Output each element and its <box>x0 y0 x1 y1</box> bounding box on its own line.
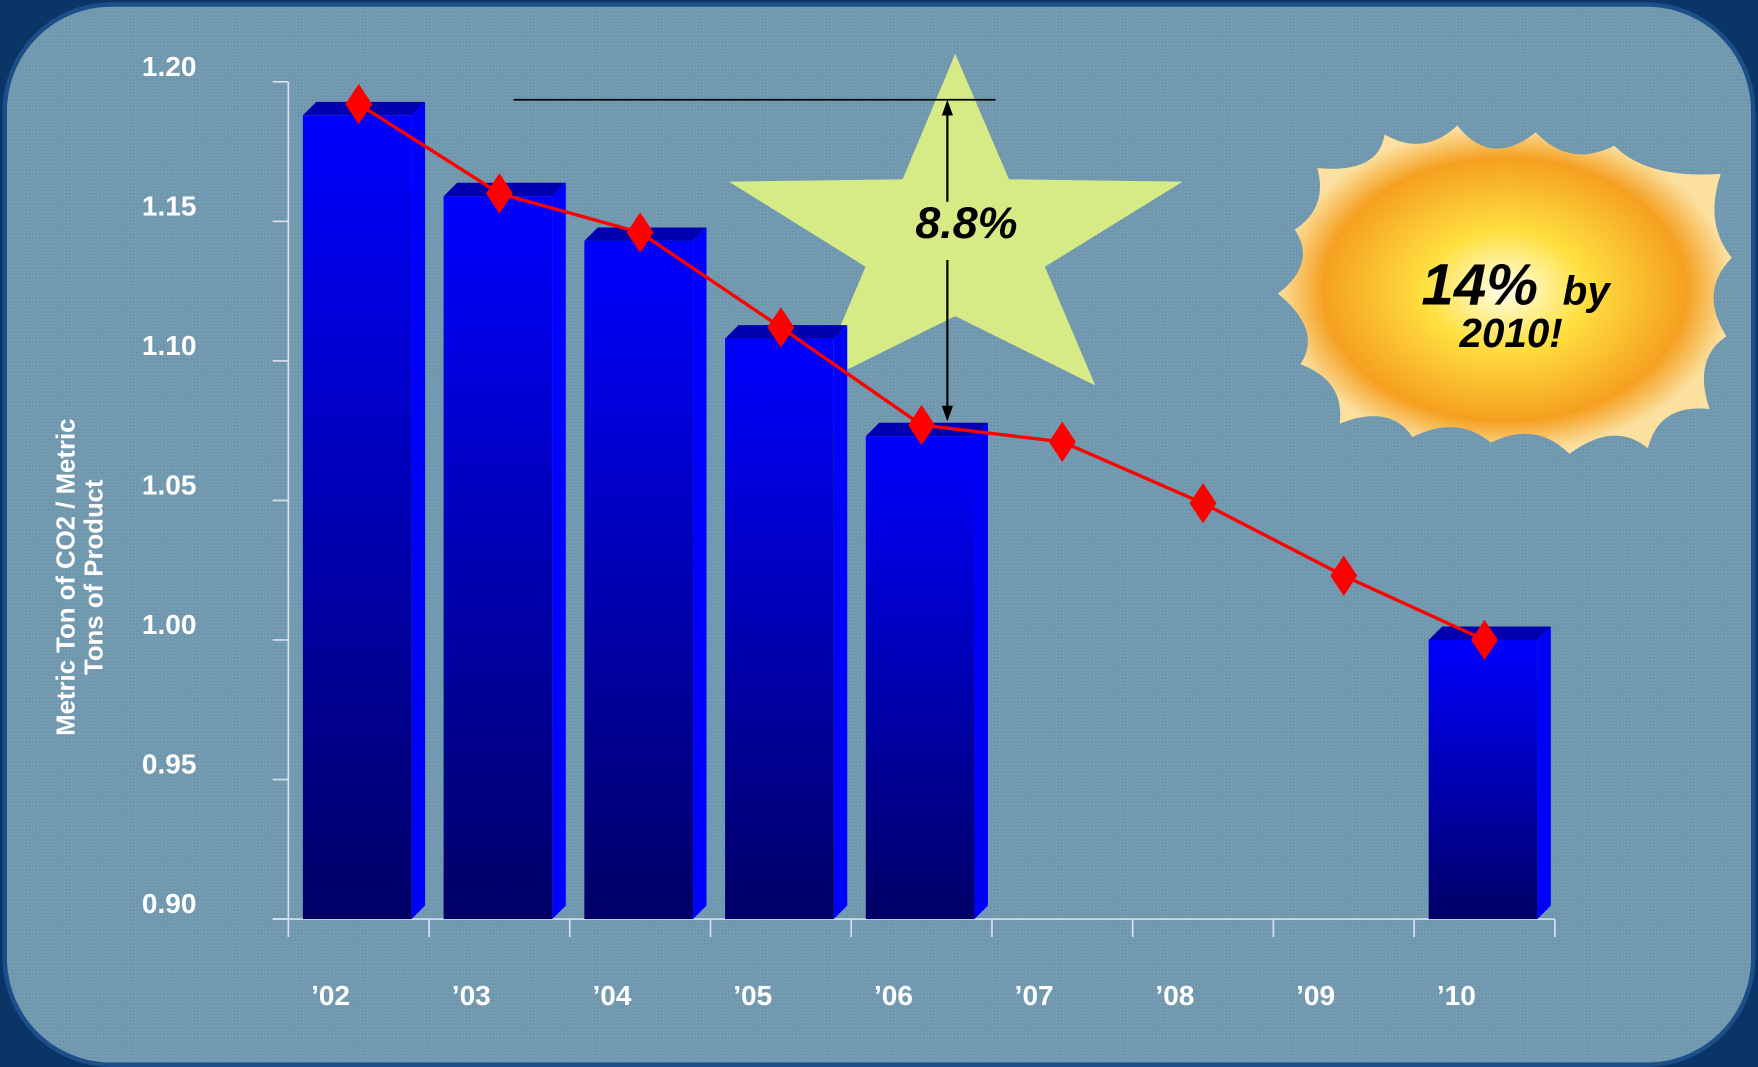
bar <box>865 436 975 920</box>
x-tick-label: ’05 <box>733 980 772 1011</box>
burst <box>1278 125 1732 454</box>
burst-label: 14% <box>1421 253 1538 318</box>
bar <box>584 240 694 920</box>
marker <box>1048 421 1076 463</box>
marker <box>908 404 936 446</box>
bar <box>725 338 834 920</box>
y-tick-label: 0.90 <box>142 888 197 919</box>
y-axis-label: Metric Ton of CO2 / Metric <box>52 419 80 736</box>
x-tick-label: ’09 <box>1296 980 1335 1011</box>
x-tick-label: ’03 <box>452 980 491 1011</box>
burst-label: by <box>1563 267 1613 313</box>
y-tick-label: 1.20 <box>142 51 197 82</box>
y-tick-label: 1.10 <box>142 330 197 361</box>
y-tick-label: 1.05 <box>142 469 197 500</box>
bar-side <box>974 422 988 920</box>
bar <box>302 115 412 920</box>
marker <box>1471 619 1498 661</box>
bar-side <box>552 182 566 920</box>
x-tick-label: ’04 <box>593 980 632 1011</box>
y-tick-label: 0.95 <box>142 748 197 779</box>
burst-label: 2010! <box>1459 310 1563 356</box>
bar <box>1428 639 1538 920</box>
plot: 0.90 0.95 1.00 1.05 1.10 1.15 1.20 ’02 ’03 ’04 ’05… <box>142 51 1556 1011</box>
x-tick-label: ’02 <box>311 980 350 1011</box>
star-label: 8.8% <box>915 197 1017 248</box>
marker <box>767 307 795 348</box>
bar-side <box>693 227 707 920</box>
arrow-head <box>941 99 953 116</box>
star <box>728 53 1183 386</box>
bar-side <box>833 325 848 920</box>
marker <box>626 212 654 253</box>
bar <box>443 196 553 920</box>
bar-side <box>1537 626 1551 920</box>
x-tick-label: ’06 <box>874 980 913 1011</box>
y-tick-label: 1.00 <box>142 609 197 640</box>
marker <box>1330 555 1358 596</box>
y-axis-label: Tons of Product <box>80 479 108 675</box>
x-tick-label: ’10 <box>1437 980 1476 1011</box>
marker <box>485 173 513 214</box>
bar-side <box>411 101 426 920</box>
x-tick-label: ’07 <box>1015 980 1054 1011</box>
x-tick-label: ’08 <box>1155 980 1194 1011</box>
arrow-head <box>941 405 953 422</box>
y-tick-label: 1.15 <box>142 190 197 221</box>
